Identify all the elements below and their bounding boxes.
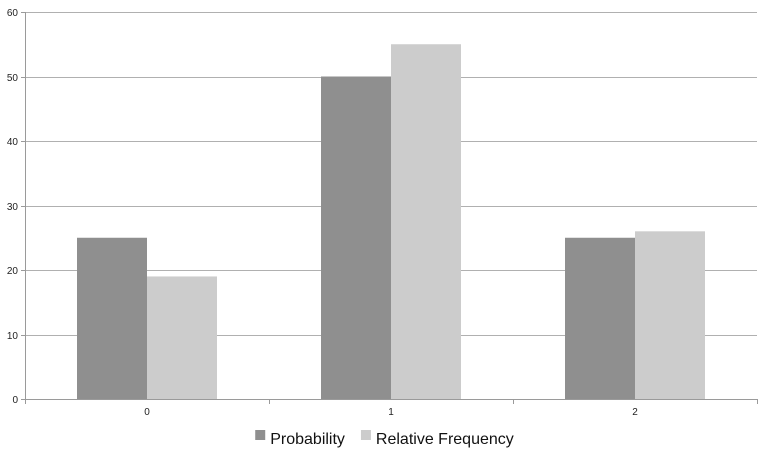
bar-relative-frequency-1 [391, 44, 461, 399]
bar-probability-2 [565, 237, 635, 399]
legend-swatch-probability [255, 430, 266, 440]
y-tick-label: 20 [7, 266, 19, 277]
y-tick-label: 40 [7, 137, 19, 148]
bar-probability-1 [321, 76, 391, 399]
legend-label-relative-frequency: Relative Frequency [376, 431, 514, 448]
x-tick-label: 0 [144, 407, 150, 418]
y-tick-label: 50 [7, 73, 19, 84]
bar-probability-0 [77, 237, 147, 399]
bar-relative-frequency-0 [147, 276, 217, 399]
bars [77, 44, 705, 399]
x-tick-label: 2 [632, 407, 638, 418]
axes [21, 12, 758, 404]
y-tick-label: 10 [7, 331, 19, 342]
x-axis-tick-labels: 0 1 2 [144, 407, 638, 418]
y-tick-label: 0 [12, 395, 18, 406]
legend-label-probability: Probability [270, 431, 345, 448]
y-tick-label: 30 [7, 202, 19, 213]
legend-swatch-relative-frequency [360, 430, 371, 440]
x-tick-label: 1 [388, 407, 394, 418]
y-axis-tick-labels: 0 10 20 30 40 50 60 [7, 8, 19, 406]
y-tick-label: 60 [7, 8, 19, 19]
legend: Probability Relative Frequency [255, 430, 514, 448]
bar-relative-frequency-2 [635, 231, 705, 399]
